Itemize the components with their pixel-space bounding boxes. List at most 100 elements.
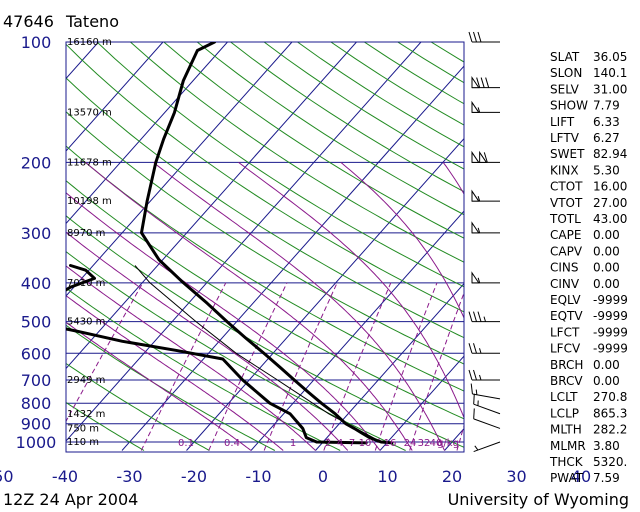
wind-barb-feather — [473, 343, 477, 354]
mixing-ratio-line — [409, 291, 464, 451]
wind-barb-feather — [468, 31, 473, 43]
index-value: 3.80 — [593, 439, 620, 453]
observation-time: 12Z 24 Apr 2004 — [3, 490, 138, 509]
index-value: 43.00 — [593, 212, 627, 226]
wind-barb-staff — [473, 441, 501, 453]
index-name: TOTL — [549, 212, 581, 226]
temperature-tick-label: 40 — [571, 467, 591, 486]
wind-barb-half-feather — [477, 107, 481, 113]
wind-barb-half-feather — [483, 316, 486, 322]
wind-barb — [471, 189, 500, 202]
height-label: 8970 m — [67, 228, 105, 239]
wind-barb-pennant — [471, 75, 480, 89]
moist-adiabat-line — [238, 161, 464, 419]
mixing-ratio-line — [456, 424, 464, 451]
data-source: University of Wyoming — [448, 490, 629, 509]
index-value: 5.30 — [593, 163, 620, 177]
mixing-ratio-line — [263, 282, 338, 451]
dry-adiabat-line — [66, 324, 276, 451]
wind-barb-pennant — [479, 150, 488, 163]
mixing-ratio-line — [140, 282, 227, 451]
wind-barb-feather — [477, 31, 482, 43]
wind-barb — [470, 383, 501, 400]
wind-barb-feather — [480, 77, 485, 88]
index-name: SWET — [550, 147, 585, 161]
wind-barb-half-feather — [477, 196, 481, 202]
index-value: 31.00 — [593, 82, 627, 96]
mixing-ratio-line — [500, 283, 548, 451]
index-name: LFCT — [550, 325, 580, 339]
isotherm-line — [66, 42, 293, 297]
mixing-ratio-label: 40 — [430, 438, 443, 449]
index-name: BRCH — [550, 358, 583, 372]
isotherm-line — [379, 355, 464, 451]
mixing-ratio-label: 16 — [384, 438, 397, 449]
height-label: 10198 m — [67, 196, 112, 207]
index-name: VTOT — [550, 196, 583, 210]
wind-barb-feather — [483, 152, 488, 163]
index-value: 282.2 — [593, 423, 627, 437]
background-grid — [66, 42, 548, 451]
wind-barbs — [468, 31, 501, 453]
index-name: LFCV — [550, 342, 581, 356]
temperature-tick-label: 30 — [506, 467, 526, 486]
index-name: SLAT — [550, 50, 580, 64]
dry-adiabat-line — [297, 42, 464, 148]
wind-barb-feather — [473, 393, 475, 405]
isotherm-line — [66, 42, 422, 442]
index-name: LFTV — [550, 131, 580, 145]
wind-barb-feather — [473, 311, 477, 322]
index-name: SHOW — [550, 99, 588, 113]
index-value: 270.8 — [593, 390, 627, 404]
height-label: 2949 m — [67, 375, 105, 386]
index-name: CAPE — [550, 228, 581, 242]
wind-barb-half-feather — [479, 374, 482, 381]
height-label: 110 m — [67, 437, 99, 448]
isotherm-line — [66, 42, 357, 370]
index-name: SLON — [550, 66, 582, 80]
height-label: 5430 m — [67, 317, 105, 328]
pressure-tick-label: 600 — [21, 344, 52, 363]
wind-barb-feather — [477, 311, 482, 322]
chart-labels: 1002003004005006007008009001000-80-70-60… — [0, 33, 591, 486]
wind-barb-feather — [468, 369, 473, 381]
index-value: 16.00 — [593, 180, 627, 194]
dry-adiabat-line — [66, 401, 145, 451]
mixing-ratio-label: 10 — [359, 438, 372, 449]
pressure-tick-label: 400 — [21, 274, 52, 293]
index-value: 140.1 — [593, 66, 627, 80]
wind-barb-feather — [468, 343, 473, 354]
temperature-tick-label: -30 — [116, 467, 142, 486]
index-name: CTOT — [550, 180, 583, 194]
mixing-ratio-line — [208, 282, 288, 451]
sounding-profiles — [66, 42, 394, 445]
index-value: 0.00 — [593, 277, 620, 291]
index-name: MLMR — [550, 439, 586, 453]
index-name: KINX — [550, 163, 579, 177]
mixing-ratio-label: 2 — [325, 438, 331, 449]
parcel-path-line — [134, 265, 382, 443]
moist-adiabat-line — [85, 162, 413, 451]
moist-adiabat-line — [66, 321, 252, 451]
mixing-ratio-label: 24 — [404, 438, 417, 449]
wind-barb — [471, 271, 500, 284]
moist-adiabat-line — [66, 231, 349, 451]
mixing-ratio-label: 0.4 — [224, 438, 240, 449]
moist-adiabat-line — [66, 295, 284, 451]
index-value: 865.3 — [593, 406, 627, 420]
wind-barb — [471, 221, 500, 234]
dry-adiabat-line — [163, 42, 464, 239]
mixing-ratio-line — [374, 282, 438, 451]
station-name: Tateno — [65, 12, 119, 31]
wind-barb-half-feather — [475, 389, 478, 395]
pressure-tick-label: 1000 — [16, 433, 57, 452]
moist-adiabat-line — [66, 265, 316, 451]
temperature-tick-label: -10 — [245, 467, 271, 486]
wind-barb — [468, 311, 500, 323]
index-value: -9999 — [593, 293, 628, 307]
wind-barb-pennant — [471, 271, 480, 284]
pressure-tick-label: 700 — [21, 371, 52, 390]
mixing-ratio-label: 32 — [418, 438, 431, 449]
index-value: 82.94 — [593, 147, 627, 161]
wind-barb-feather — [476, 77, 481, 88]
